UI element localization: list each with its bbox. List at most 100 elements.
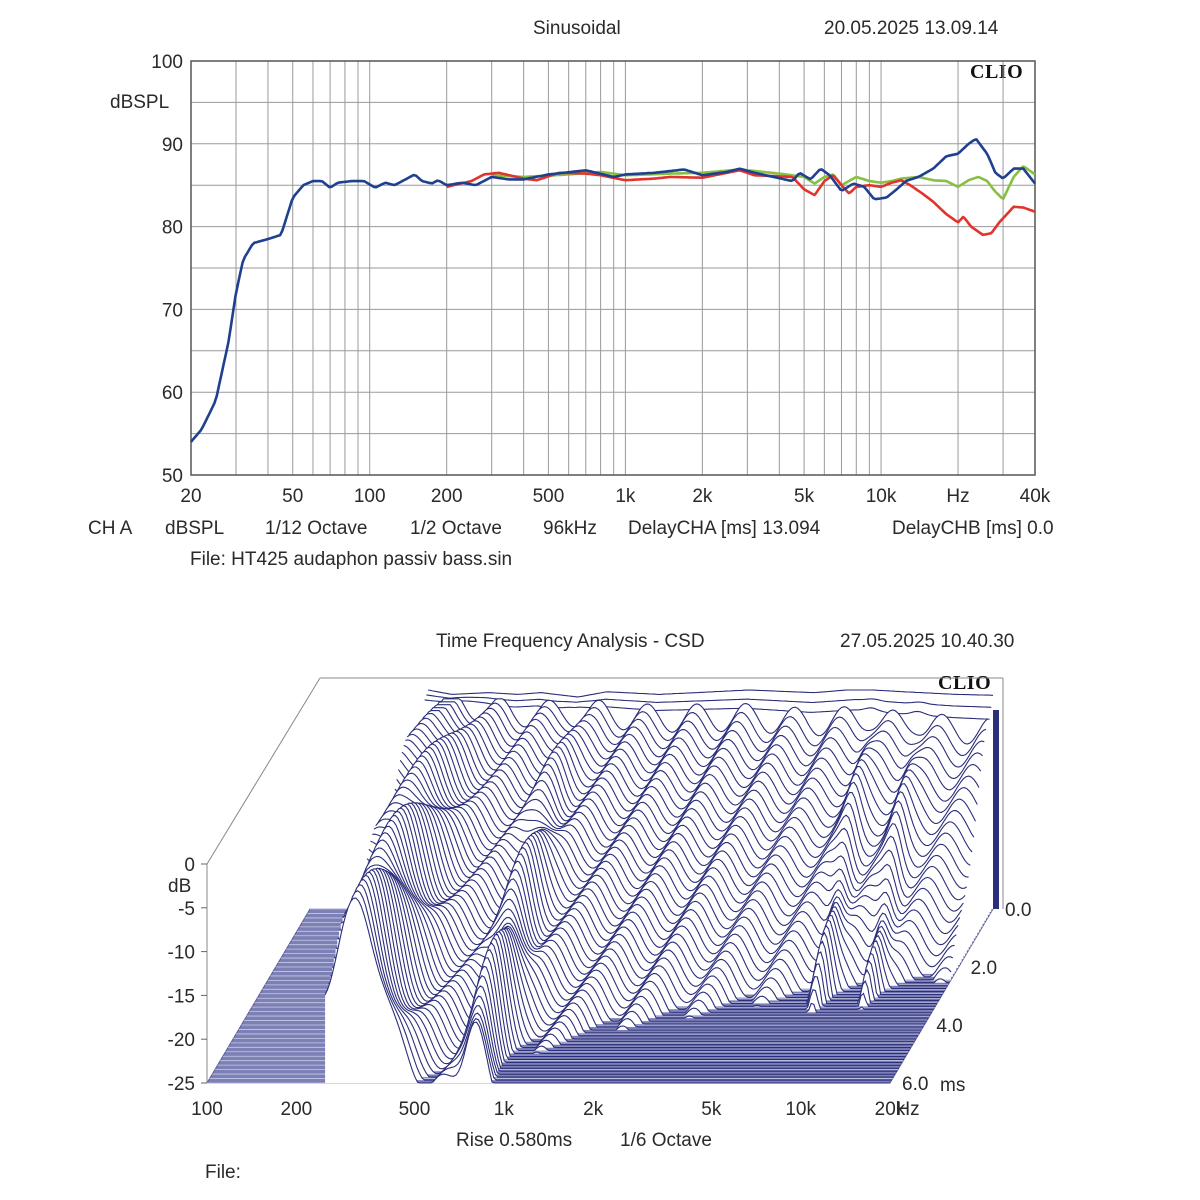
csd-slice-line bbox=[370, 802, 936, 1007]
csd-slice-line bbox=[331, 874, 897, 1072]
csd-box bbox=[206, 677, 1004, 1083]
csd-slice-line bbox=[368, 803, 934, 1010]
x-tick-label: 50 bbox=[282, 486, 303, 507]
y-tick-label: 70 bbox=[162, 300, 183, 321]
csd-slice-line bbox=[361, 814, 927, 1022]
csd-slice-line bbox=[326, 890, 892, 1081]
x-tick-label: 1k bbox=[494, 1099, 515, 1120]
csd-slice-line bbox=[403, 734, 969, 878]
csd-slice-line bbox=[389, 760, 955, 968]
csd-right-edge bbox=[993, 710, 999, 909]
csd-slice-line bbox=[324, 897, 890, 1084]
csd-slice-fill bbox=[325, 898, 891, 1083]
csd-slice-line bbox=[342, 868, 908, 1055]
z-tick-label: -15 bbox=[168, 986, 195, 1007]
x-tick-label: 20k bbox=[875, 1099, 906, 1120]
info-smoothing-1: 1/12 Octave bbox=[265, 518, 368, 539]
csd-slice-line bbox=[427, 689, 994, 698]
csd-slice-line bbox=[359, 819, 925, 1025]
series-line-blue bbox=[189, 138, 1037, 443]
x-tick-label: 5k bbox=[701, 1099, 722, 1120]
z-tick-label: -25 bbox=[168, 1074, 195, 1095]
csd-slice-line bbox=[357, 825, 924, 1028]
t-tick-label: 4.0 bbox=[936, 1016, 962, 1037]
csd-slice-line bbox=[328, 884, 894, 1078]
x-tick-label: Hz bbox=[946, 486, 969, 507]
t-tick-label: 0.0 bbox=[1005, 900, 1031, 921]
y-tick-label: 60 bbox=[162, 383, 183, 404]
csd-slice-line bbox=[387, 766, 954, 978]
info-unit: dBSPL bbox=[165, 518, 225, 539]
csd-slice-line bbox=[405, 732, 971, 866]
csd-slice-line bbox=[394, 746, 961, 935]
csd-slice-line bbox=[417, 707, 983, 780]
csd-slice-line bbox=[392, 750, 959, 946]
x-tick-label: 200 bbox=[281, 1099, 313, 1120]
t-tick-label: 2.0 bbox=[971, 958, 997, 979]
x-tick-label: 100 bbox=[191, 1099, 223, 1120]
chart2-file: File: bbox=[205, 1162, 241, 1183]
csd-slice-line bbox=[339, 867, 904, 1060]
x-tick-label: 10k bbox=[866, 486, 897, 507]
chart1-grid bbox=[191, 61, 1035, 475]
chart2-timestamp: 27.05.2025 10.40.30 bbox=[840, 631, 1015, 652]
x-tick-label: 100 bbox=[354, 486, 386, 507]
x-tick-label: 500 bbox=[533, 486, 565, 507]
x-tick-label: 20 bbox=[180, 486, 201, 507]
info-delay-b: DelayCHB [ms] 0.0 bbox=[892, 518, 1054, 539]
x-unit-label: Hz bbox=[896, 1099, 919, 1120]
x-tick-label: 1k bbox=[615, 486, 636, 507]
y-tick-label: 90 bbox=[162, 135, 183, 156]
chart1-file: File: HT425 audaphon passiv bass.sin bbox=[190, 549, 513, 570]
z-tick-label: -5 bbox=[178, 899, 195, 920]
info-channel: CH A bbox=[88, 518, 133, 539]
csd-slice-line bbox=[396, 743, 963, 923]
csd-slice-line bbox=[335, 869, 901, 1066]
csd-slice-line bbox=[372, 801, 938, 1004]
csd-slice-line bbox=[363, 810, 929, 1019]
csd-slice-line bbox=[422, 698, 989, 745]
info-smoothing-2: 1/2 Octave bbox=[410, 518, 502, 539]
info-samplerate: 96kHz bbox=[543, 518, 597, 539]
y-tick-label: 100 bbox=[151, 52, 183, 73]
info-delay-a: DelayCHA [ms] 13.094 bbox=[628, 518, 821, 539]
y-tick-label: 50 bbox=[162, 466, 183, 487]
csd-slice-line bbox=[375, 802, 941, 999]
csd-slice-line bbox=[343, 869, 910, 1052]
x-tick-label: 40k bbox=[1020, 486, 1051, 507]
csd-slice-line bbox=[366, 805, 932, 1013]
csd-slice-line bbox=[354, 839, 920, 1034]
chart2-smoothing: 1/6 Octave bbox=[620, 1130, 712, 1151]
box-edge bbox=[206, 677, 321, 865]
csd-slice-line bbox=[356, 832, 922, 1031]
chart1-timestamp: 20.05.2025 13.09.14 bbox=[824, 18, 999, 39]
chart2-title: Time Frequency Analysis - CSD bbox=[436, 631, 705, 652]
csd-slice-line bbox=[391, 755, 957, 957]
csd-slice-line bbox=[352, 847, 918, 1037]
t-tick-label: 6.0 bbox=[902, 1074, 928, 1095]
z-tick-label: -10 bbox=[168, 943, 195, 964]
y-tick-label: 80 bbox=[162, 218, 183, 239]
csd-slice-line bbox=[399, 738, 966, 901]
x-tick-label: 10k bbox=[785, 1099, 816, 1120]
csd-slice-line bbox=[419, 704, 985, 768]
t-unit-label: ms bbox=[940, 1075, 965, 1096]
x-tick-label: 5k bbox=[794, 486, 815, 507]
csd-slice-line bbox=[340, 867, 906, 1058]
csd-slice-line bbox=[333, 871, 899, 1069]
csd-slice-line bbox=[401, 736, 968, 889]
csd-slice-line bbox=[330, 878, 896, 1075]
chart1-title: Sinusoidal bbox=[533, 18, 621, 39]
z-tick-label: -20 bbox=[168, 1030, 195, 1051]
chart2-rise: Rise 0.580ms bbox=[456, 1130, 573, 1151]
x-tick-label: 2k bbox=[583, 1099, 604, 1120]
csd-slice-line bbox=[385, 772, 952, 981]
x-tick-label: 500 bbox=[399, 1099, 431, 1120]
x-tick-label: 2k bbox=[692, 486, 713, 507]
csd-slice-fill bbox=[328, 884, 894, 1078]
csd-slices bbox=[324, 689, 994, 1084]
chart2-ylabel: dB bbox=[168, 876, 192, 897]
csd-slice-line bbox=[426, 694, 992, 708]
